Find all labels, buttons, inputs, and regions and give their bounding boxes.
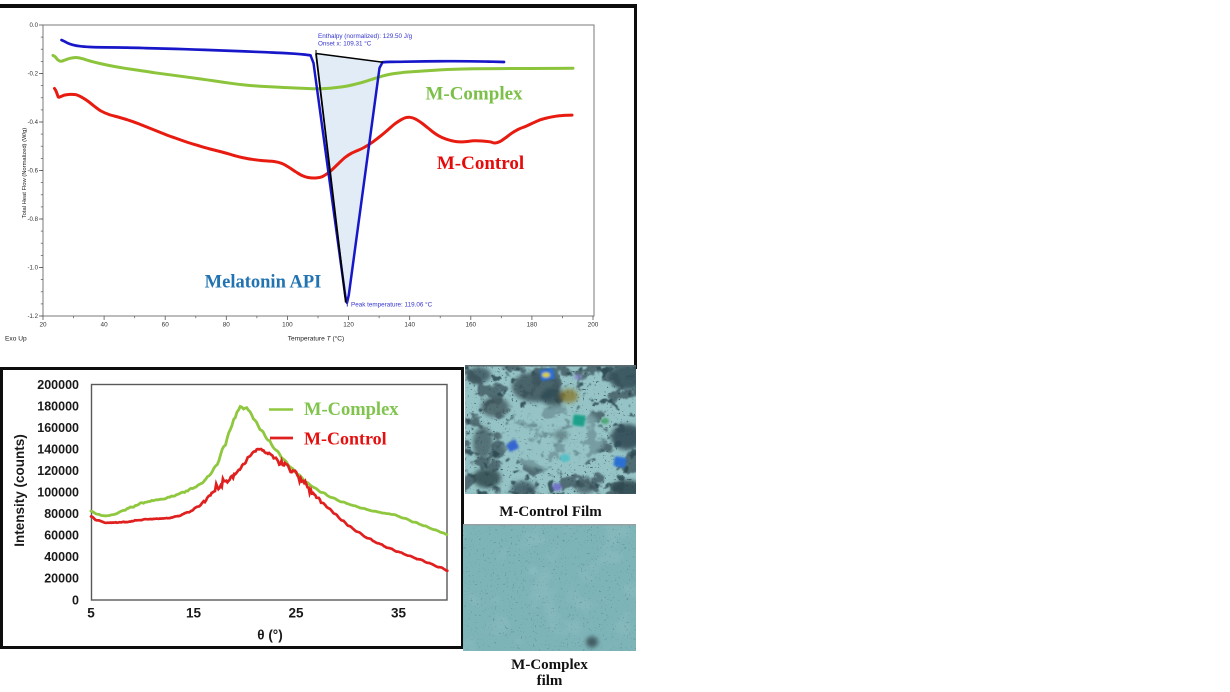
svg-text:Enthalpy (normalized): 129.50: Enthalpy (normalized): 129.50 J/g — [318, 33, 413, 40]
svg-text:M-Complex: M-Complex — [304, 400, 399, 420]
svg-text:120000: 120000 — [37, 464, 79, 478]
svg-text:15: 15 — [186, 605, 202, 620]
svg-text:θ (°): θ (°) — [257, 627, 282, 642]
svg-text:-0.2: -0.2 — [27, 71, 38, 78]
svg-text:5: 5 — [87, 605, 95, 620]
svg-text:35: 35 — [391, 605, 407, 620]
svg-text:200000: 200000 — [37, 377, 79, 391]
svg-text:160000: 160000 — [37, 420, 79, 434]
svg-text:25: 25 — [288, 605, 304, 620]
svg-text:100000: 100000 — [37, 485, 79, 499]
svg-text:Melatonin API: Melatonin API — [205, 273, 322, 293]
svg-text:-1.0: -1.0 — [27, 265, 38, 272]
svg-text:-1.2: -1.2 — [27, 313, 38, 320]
svg-text:160: 160 — [465, 322, 476, 329]
svg-text:0: 0 — [72, 593, 79, 607]
svg-text:Intensity (counts): Intensity (counts) — [12, 434, 27, 547]
svg-text:140000: 140000 — [37, 442, 79, 456]
svg-text:80: 80 — [223, 322, 231, 329]
svg-text:M-Control: M-Control — [437, 153, 524, 174]
svg-text:Onset x: 109.31 °C: Onset x: 109.31 °C — [318, 40, 372, 48]
svg-text:20000: 20000 — [44, 571, 79, 585]
svg-text:140: 140 — [404, 322, 415, 329]
svg-text:Peak temperature: 119.06 °C: Peak temperature: 119.06 °C — [351, 301, 433, 309]
svg-text:M-Control: M-Control — [304, 428, 387, 448]
svg-text:200: 200 — [588, 322, 599, 329]
svg-text:Total Heat Flow (Normalized): Total Heat Flow (Normalized) (W/g) — [22, 128, 28, 219]
svg-text:-0.6: -0.6 — [27, 168, 38, 175]
svg-text:20: 20 — [39, 322, 47, 329]
svg-text:180: 180 — [527, 322, 538, 329]
svg-text:M-Complex: M-Complex — [425, 84, 523, 105]
svg-text:-0.8: -0.8 — [27, 216, 38, 223]
svg-text:0.0: 0.0 — [30, 22, 39, 29]
svg-text:60: 60 — [162, 322, 170, 329]
svg-text:180000: 180000 — [37, 399, 79, 413]
svg-text:100: 100 — [282, 322, 293, 329]
svg-text:120: 120 — [343, 322, 354, 329]
svg-text:Temperature T (°C): Temperature T (°C) — [288, 335, 345, 343]
svg-text:80000: 80000 — [44, 507, 79, 521]
svg-text:40000: 40000 — [44, 550, 79, 564]
svg-text:40: 40 — [101, 322, 109, 329]
svg-text:Exo Up: Exo Up — [5, 336, 27, 343]
svg-text:-0.4: -0.4 — [27, 119, 38, 126]
svg-text:60000: 60000 — [44, 528, 79, 542]
